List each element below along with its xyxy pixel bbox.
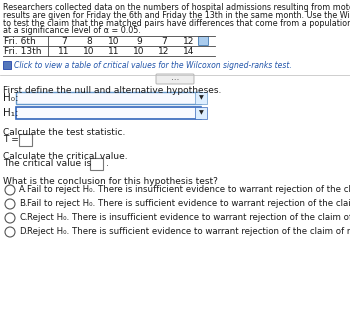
Text: 10: 10 (83, 47, 95, 55)
Text: Fail to reject H₀. There is sufficient evidence to warrant rejection of the clai: Fail to reject H₀. There is sufficient e… (27, 200, 350, 209)
Bar (195, 92, 207, 104)
Bar (19, 134, 32, 146)
FancyBboxPatch shape (16, 92, 201, 104)
Circle shape (5, 199, 15, 209)
FancyBboxPatch shape (198, 37, 209, 46)
Bar (195, 107, 207, 119)
Text: D.: D. (19, 227, 28, 237)
Text: 10: 10 (108, 37, 120, 46)
Text: ▼: ▼ (199, 111, 203, 116)
Text: .: . (106, 159, 109, 169)
FancyBboxPatch shape (3, 61, 11, 69)
Text: at a significance level of α = 0.05.: at a significance level of α = 0.05. (3, 26, 141, 35)
Text: A.: A. (19, 185, 27, 194)
Text: First define the null and alternative hypotheses.: First define the null and alternative hy… (3, 86, 221, 95)
Text: H₁:: H₁: (3, 108, 19, 118)
Text: to test the claim that the matched pairs have differences that come from a popul: to test the claim that the matched pairs… (3, 18, 350, 28)
Text: 8: 8 (86, 37, 92, 46)
Circle shape (5, 185, 15, 195)
Text: Click to view a table of critical values for the Wilcoxon signed-ranks test.: Click to view a table of critical values… (14, 60, 292, 70)
Text: Calculate the critical value.: Calculate the critical value. (3, 152, 128, 161)
Text: 11: 11 (108, 47, 120, 55)
Text: H₀:: H₀: (3, 93, 19, 103)
FancyBboxPatch shape (156, 74, 194, 84)
Text: Reject H₀. There is sufficient evidence to warrant rejection of the claim of no : Reject H₀. There is sufficient evidence … (27, 227, 350, 237)
Text: T =: T = (3, 136, 19, 145)
Text: B.: B. (19, 200, 28, 209)
Text: 12: 12 (183, 37, 195, 46)
Text: results are given for Friday the 6th and Friday the 13th in the same month. Use : results are given for Friday the 6th and… (3, 11, 350, 20)
Text: ⋯: ⋯ (171, 75, 179, 83)
Text: 11: 11 (58, 47, 70, 55)
Text: Fri. 13th: Fri. 13th (4, 47, 42, 55)
Text: 9: 9 (136, 37, 142, 46)
Text: 7: 7 (61, 37, 67, 46)
Circle shape (5, 213, 15, 223)
Text: 14: 14 (183, 47, 195, 55)
Text: Fri. 6th: Fri. 6th (4, 37, 36, 46)
Text: What is the conclusion for this hypothesis test?: What is the conclusion for this hypothes… (3, 177, 218, 186)
Text: 12: 12 (158, 47, 170, 55)
Text: C.: C. (19, 214, 28, 222)
Text: 7: 7 (161, 37, 167, 46)
Circle shape (5, 227, 15, 237)
Text: Fail to reject H₀. There is insufficient evidence to warrant rejection of the cl: Fail to reject H₀. There is insufficient… (27, 185, 350, 194)
Text: ▼: ▼ (199, 95, 203, 101)
Text: Reject H₀. There is insufficient evidence to warrant rejection of the claim of n: Reject H₀. There is insufficient evidenc… (27, 214, 350, 222)
FancyBboxPatch shape (16, 107, 201, 119)
Text: 10: 10 (133, 47, 145, 55)
Bar (90, 158, 103, 170)
Text: Calculate the test statistic.: Calculate the test statistic. (3, 128, 125, 137)
Text: The critical value is: The critical value is (3, 159, 91, 169)
Text: Researchers collected data on the numbers of hospital admissions resulting from : Researchers collected data on the number… (3, 3, 350, 12)
